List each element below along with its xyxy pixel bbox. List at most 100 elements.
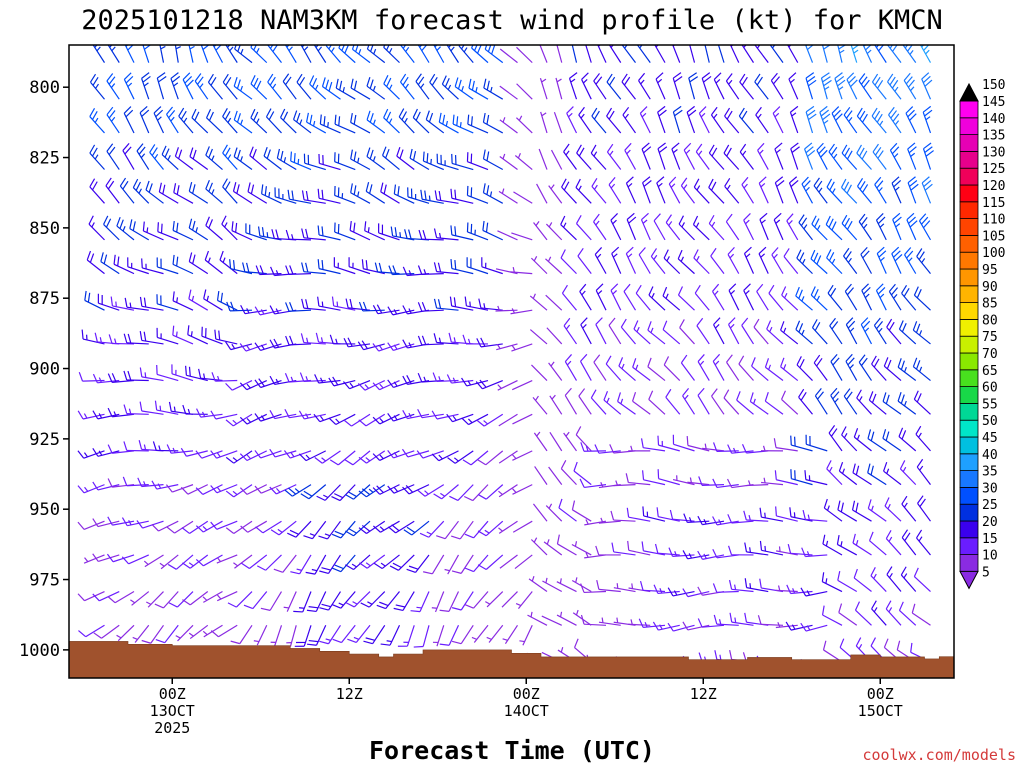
wind-barb: [296, 73, 312, 100]
wind-barb: [727, 247, 740, 274]
wind-barb: [107, 444, 135, 454]
wind-barb: [871, 600, 887, 626]
wind-barb: [464, 591, 489, 609]
wind-barb: [887, 45, 902, 63]
wind-barb: [239, 413, 268, 425]
wind-barb: [383, 45, 400, 64]
wind-barb: [814, 388, 828, 415]
x-tick-label: 14OCT: [504, 702, 549, 720]
wind-barb: [892, 212, 902, 241]
colorbar-label: 105: [982, 229, 1005, 244]
wind-barb: [205, 146, 223, 170]
wind-barb: [403, 520, 430, 536]
wind-barb: [697, 550, 725, 560]
wind-barb: [447, 450, 474, 464]
wind-barb: [249, 146, 268, 170]
wind-barb: [454, 77, 474, 100]
wind-barb: [139, 367, 164, 382]
wind-barb: [107, 45, 120, 63]
wind-barb: [372, 450, 400, 461]
wind-barb: [146, 591, 164, 608]
wind-barb: [796, 356, 813, 381]
wind-barb: [868, 531, 887, 556]
wind-barb: [723, 144, 740, 170]
colorbar-swatch: [959, 167, 979, 186]
wind-barb: [889, 142, 902, 170]
wind-barb: [653, 213, 666, 241]
wind-barb: [647, 357, 666, 382]
wind-barb: [692, 215, 710, 241]
wind-barb: [800, 587, 828, 597]
wind-barb: [545, 294, 563, 311]
wind-barb: [867, 429, 887, 452]
wind-barb: [418, 229, 444, 241]
wind-barb: [477, 554, 504, 571]
wind-barb: [831, 106, 843, 134]
wind-barb: [383, 75, 400, 100]
wind-barb: [345, 484, 371, 500]
colorbar-swatch: [959, 117, 979, 136]
wind-barb: [378, 223, 400, 241]
wind-barb: [166, 444, 194, 454]
wind-barb: [564, 387, 578, 415]
wind-barb: [546, 327, 563, 345]
wind-barb: [298, 410, 326, 420]
wind-barb: [887, 73, 902, 100]
wind-barb: [153, 106, 165, 134]
wind-barb: [726, 354, 740, 381]
colorbar-label: 110: [982, 213, 1005, 228]
wind-barb: [595, 317, 607, 345]
wind-barb: [655, 72, 666, 100]
wind-barb: [672, 72, 683, 100]
wind-barb: [233, 110, 253, 134]
wind-barb: [357, 340, 385, 351]
wind-barb: [406, 554, 430, 573]
wind-barb: [93, 624, 120, 639]
wind-barb: [210, 520, 238, 530]
wind-barb: [672, 105, 683, 134]
y-tick-label: 875: [29, 289, 60, 309]
y-tick-label: 950: [29, 500, 60, 520]
wind-barb: [677, 286, 695, 311]
wind-barb: [515, 591, 533, 610]
wind-barb: [555, 77, 563, 100]
colorbar-label: 65: [982, 364, 998, 379]
wind-barb: [837, 45, 847, 63]
colorbar-label: 115: [982, 196, 1005, 211]
wind-barb: [439, 625, 460, 646]
wind-barb: [598, 517, 621, 524]
colorbar-label: 150: [982, 78, 1005, 93]
wind-barb: [417, 484, 445, 497]
wind-barb: [790, 435, 813, 452]
wind-barb: [754, 73, 769, 100]
wind-barb: [499, 117, 518, 134]
wind-barb: [519, 625, 533, 646]
wind-barb: [350, 183, 371, 204]
wind-barb: [882, 392, 902, 415]
wind-barb: [450, 225, 474, 241]
wind-barb: [347, 624, 371, 644]
wind-barb: [212, 45, 224, 63]
wind-barb: [207, 73, 223, 100]
wind-barb: [753, 318, 769, 345]
wind-barb: [498, 450, 518, 464]
wind-barb: [564, 354, 578, 381]
wind-barb: [233, 77, 253, 100]
wind-barb: [688, 72, 699, 100]
wind-barb: [650, 248, 666, 274]
wind-barb: [844, 283, 858, 311]
wind-barb: [450, 259, 474, 275]
wind-barb: [423, 554, 445, 575]
wind-barb: [417, 409, 444, 419]
wind-barb: [837, 570, 858, 593]
x-tick-label: 00Z: [513, 685, 540, 703]
wind-barb: [205, 216, 223, 241]
wind-barb: [202, 624, 223, 638]
wind-barb: [514, 153, 533, 170]
wind-barb: [713, 614, 739, 626]
wind-barb: [130, 591, 150, 606]
wind-barb: [774, 470, 798, 486]
colorbar-swatch: [959, 335, 979, 354]
wind-barb: [654, 45, 666, 63]
